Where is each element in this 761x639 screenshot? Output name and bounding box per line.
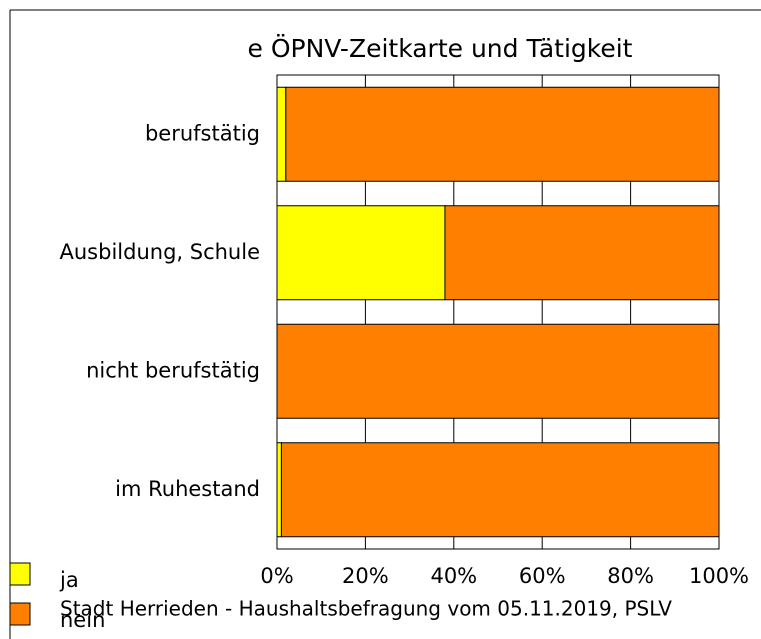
x-tick-label: 60% xyxy=(519,564,566,588)
chart-title: e ÖPNV-Zeitkarte und Tätigkeit xyxy=(248,34,633,63)
bar xyxy=(276,205,446,301)
bar xyxy=(276,323,720,419)
x-tick-label: 40% xyxy=(430,564,477,588)
legend-label: ja xyxy=(59,568,79,592)
legend-label: nein xyxy=(60,608,105,632)
legend-swatch xyxy=(9,602,31,626)
legend-swatch xyxy=(9,562,31,586)
bar xyxy=(276,442,282,538)
y-tick-label: nicht berufstätig xyxy=(86,358,260,382)
bar xyxy=(444,205,720,301)
bar xyxy=(276,86,287,182)
y-tick-label: im Ruhestand xyxy=(115,477,260,501)
y-tick-label: Ausbildung, Schule xyxy=(60,240,261,264)
x-tick-label: 0% xyxy=(260,564,293,588)
x-tick-label: 20% xyxy=(342,564,389,588)
y-tick-label: berufstätig xyxy=(145,121,260,145)
bar xyxy=(285,86,720,182)
x-tick-label: 80% xyxy=(607,564,654,588)
source-note: Stadt Herrieden - Haushaltsbefragung vom… xyxy=(60,597,672,621)
bar xyxy=(280,442,720,538)
x-tick-label: 100% xyxy=(689,564,749,588)
